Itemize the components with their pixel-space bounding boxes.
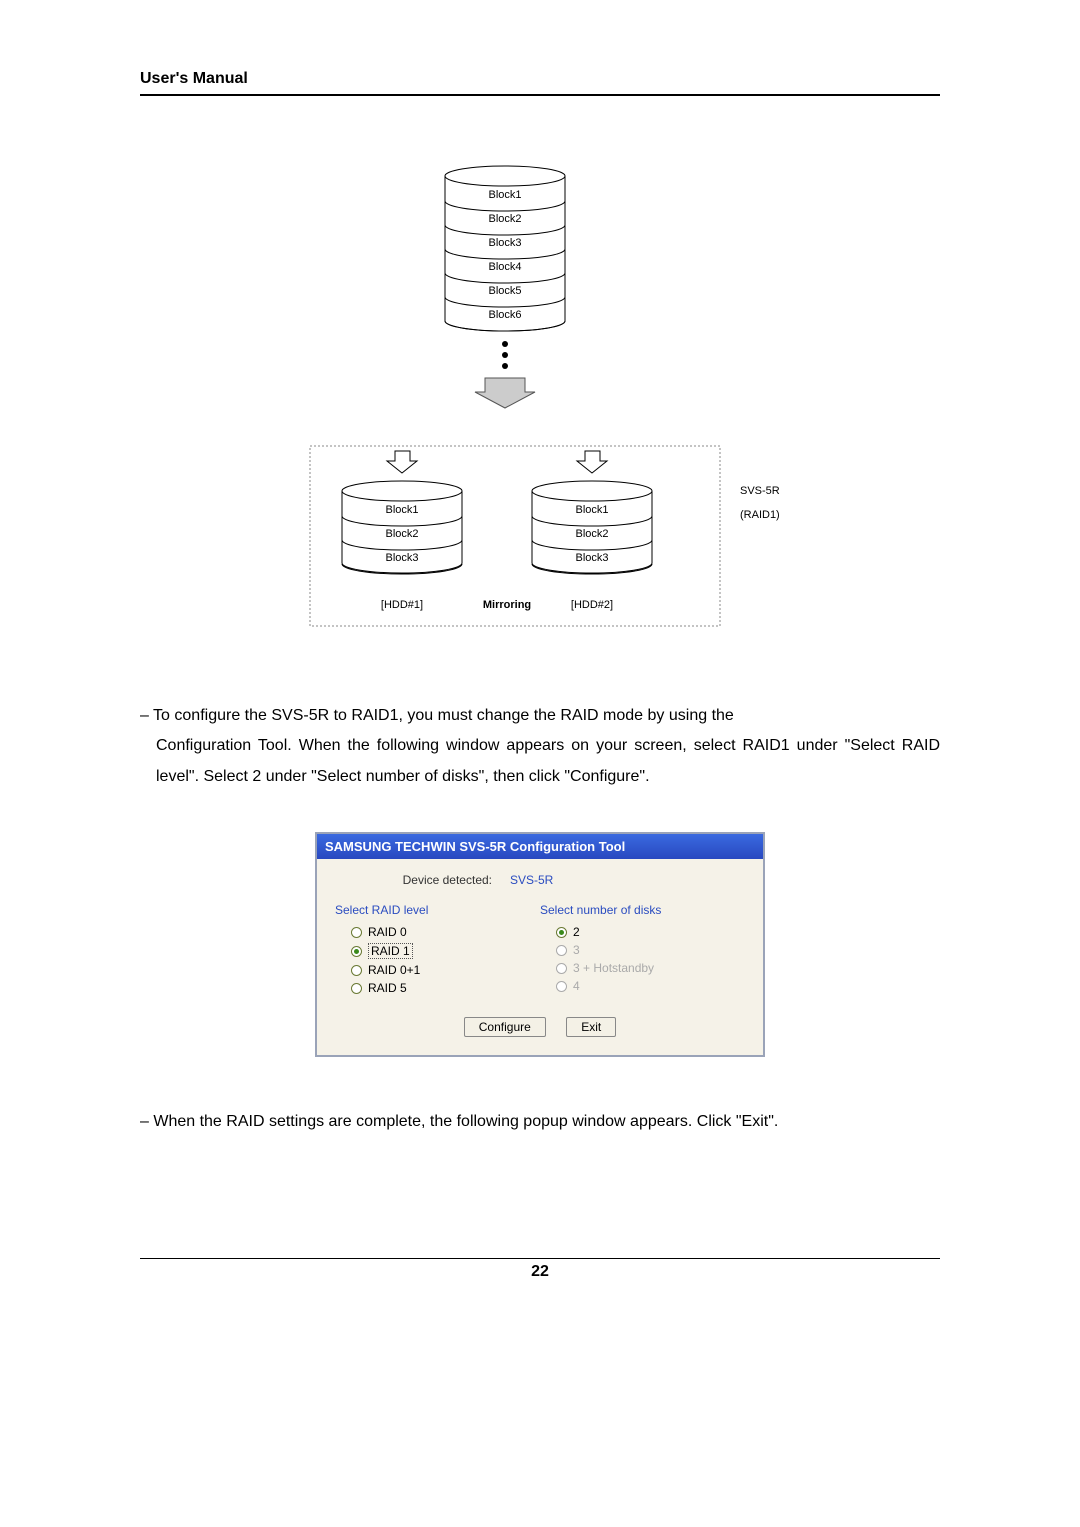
svg-text:Block2: Block2: [385, 528, 418, 540]
radio-icon: [556, 981, 567, 992]
radio-icon: [351, 927, 362, 938]
disk-option: 3 + Hotstandby: [540, 961, 745, 975]
svg-text:Block1: Block1: [575, 504, 608, 516]
footer-rule: [140, 1258, 940, 1259]
disk-option: 4: [540, 979, 745, 993]
raid-option-label: RAID 0+1: [368, 963, 420, 977]
svg-text:Block3: Block3: [385, 552, 418, 564]
config-tool-dialog: SAMSUNG TECHWIN SVS-5R Configuration Too…: [315, 832, 765, 1057]
paragraph-1: – To configure the SVS-5R to RAID1, you …: [140, 701, 940, 792]
svg-text:[HDD#2]: [HDD#2]: [571, 599, 613, 611]
disk-option: 3: [540, 943, 745, 957]
disk-option-label: 3: [573, 943, 580, 957]
page-header: User's Manual: [140, 70, 940, 96]
radio-icon: [351, 946, 362, 957]
svg-text:Block1: Block1: [488, 189, 521, 201]
disk-option-label: 4: [573, 979, 580, 993]
configure-button[interactable]: Configure: [464, 1017, 546, 1037]
page-number: 22: [531, 1263, 549, 1280]
svg-text:Block1: Block1: [385, 504, 418, 516]
raid-diagram: Block1 Block2 Block3 Block4 Block5 Block6 Blo…: [140, 146, 940, 651]
para1-line1: – To configure the SVS-5R to RAID1, you …: [140, 707, 734, 724]
disk-option-label: 3 + Hotstandby: [573, 961, 654, 975]
detected-value: SVS-5R: [510, 873, 553, 887]
raid-level-title: Select RAID level: [335, 903, 540, 917]
raid-option[interactable]: RAID 0: [335, 925, 540, 939]
raid-option-label: RAID 0: [368, 925, 407, 939]
svg-text:Block3: Block3: [488, 237, 521, 249]
raid-option[interactable]: RAID 0+1: [335, 963, 540, 977]
disks-title: Select number of disks: [540, 903, 745, 917]
raid-option[interactable]: RAID 5: [335, 981, 540, 995]
svg-text:Block2: Block2: [488, 213, 521, 225]
disk-option-label: 2: [573, 925, 580, 939]
radio-icon: [556, 945, 567, 956]
radio-icon: [351, 965, 362, 976]
radio-icon: [351, 983, 362, 994]
radio-icon: [556, 963, 567, 974]
svg-text:(RAID1): (RAID1): [740, 509, 780, 521]
raid-option[interactable]: RAID 1: [335, 943, 540, 959]
raid-option-label: RAID 5: [368, 981, 407, 995]
svg-text:[HDD#1]: [HDD#1]: [381, 599, 423, 611]
exit-button[interactable]: Exit: [566, 1017, 616, 1037]
detected-label: Device detected:: [335, 873, 510, 887]
radio-icon: [556, 927, 567, 938]
disk-option[interactable]: 2: [540, 925, 745, 939]
header-title: User's Manual: [140, 70, 248, 87]
svg-text:Block6: Block6: [488, 309, 521, 321]
raid-option-label: RAID 1: [368, 943, 413, 959]
svg-text:Block5: Block5: [488, 285, 521, 297]
paragraph-2: – When the RAID settings are complete, t…: [140, 1107, 940, 1137]
dialog-title: SAMSUNG TECHWIN SVS-5R Configuration Too…: [317, 834, 763, 859]
svg-text:Block4: Block4: [488, 261, 521, 273]
svg-text:Block2: Block2: [575, 528, 608, 540]
svg-text:Block3: Block3: [575, 552, 608, 564]
para1-rest: Configuration Tool. When the following w…: [140, 731, 940, 792]
svg-text:Mirroring: Mirroring: [483, 599, 531, 611]
svg-text:SVS-5R: SVS-5R: [740, 485, 780, 497]
